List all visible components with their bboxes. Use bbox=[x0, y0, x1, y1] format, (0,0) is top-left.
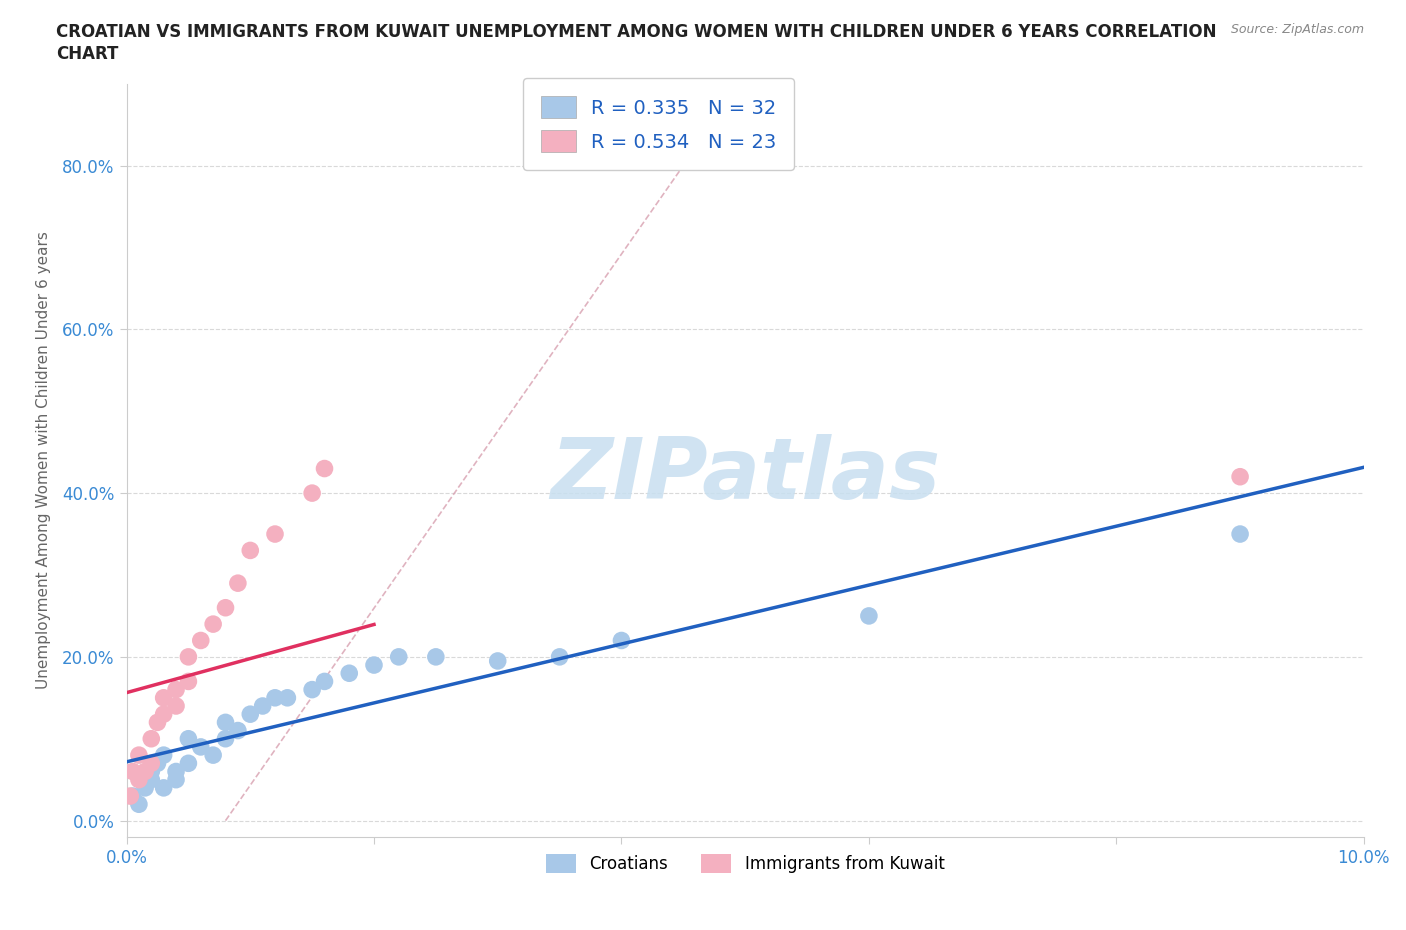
Point bbox=[121, 764, 143, 779]
Point bbox=[152, 748, 174, 763]
Point bbox=[239, 543, 262, 558]
Point bbox=[226, 576, 249, 591]
Point bbox=[141, 764, 163, 779]
Point bbox=[486, 654, 509, 669]
Point bbox=[276, 690, 298, 705]
Point bbox=[120, 789, 142, 804]
Point bbox=[152, 780, 174, 795]
Point bbox=[177, 674, 200, 689]
Point bbox=[146, 715, 169, 730]
Point bbox=[165, 772, 187, 787]
Point bbox=[214, 715, 236, 730]
Point bbox=[1229, 526, 1251, 541]
Text: Source: ZipAtlas.com: Source: ZipAtlas.com bbox=[1230, 23, 1364, 36]
Point bbox=[239, 707, 262, 722]
Point bbox=[165, 683, 187, 698]
Point bbox=[363, 658, 385, 672]
Point bbox=[264, 690, 287, 705]
Point bbox=[141, 756, 163, 771]
Point bbox=[202, 748, 225, 763]
Point bbox=[337, 666, 360, 681]
Point bbox=[388, 649, 411, 664]
Point bbox=[314, 461, 336, 476]
Point bbox=[264, 526, 287, 541]
Point bbox=[314, 674, 336, 689]
Point bbox=[128, 772, 150, 787]
Text: CHART: CHART bbox=[56, 45, 118, 62]
Point bbox=[301, 485, 323, 500]
Point bbox=[128, 797, 150, 812]
Y-axis label: Unemployment Among Women with Children Under 6 years: Unemployment Among Women with Children U… bbox=[37, 232, 51, 689]
Point bbox=[152, 707, 174, 722]
Point bbox=[425, 649, 447, 664]
Point bbox=[165, 698, 187, 713]
Point bbox=[141, 772, 163, 787]
Point bbox=[252, 698, 274, 713]
Point bbox=[214, 731, 236, 746]
Point bbox=[226, 724, 249, 738]
Legend: Croatians, Immigrants from Kuwait: Croatians, Immigrants from Kuwait bbox=[537, 845, 953, 882]
Point bbox=[141, 731, 163, 746]
Point bbox=[301, 683, 323, 698]
Text: ZIPatlas: ZIPatlas bbox=[550, 434, 941, 517]
Point bbox=[152, 690, 174, 705]
Point bbox=[214, 600, 236, 615]
Point bbox=[146, 756, 169, 771]
Point bbox=[202, 617, 225, 631]
Point bbox=[610, 633, 633, 648]
Point bbox=[1229, 470, 1251, 485]
Text: CROATIAN VS IMMIGRANTS FROM KUWAIT UNEMPLOYMENT AMONG WOMEN WITH CHILDREN UNDER : CROATIAN VS IMMIGRANTS FROM KUWAIT UNEMP… bbox=[56, 23, 1216, 41]
Point bbox=[128, 748, 150, 763]
Point bbox=[177, 731, 200, 746]
Point bbox=[177, 756, 200, 771]
Point bbox=[190, 633, 212, 648]
Point bbox=[177, 649, 200, 664]
Point bbox=[134, 780, 156, 795]
Point bbox=[121, 789, 143, 804]
Point bbox=[190, 739, 212, 754]
Point bbox=[858, 608, 880, 623]
Point bbox=[548, 649, 571, 664]
Point bbox=[165, 764, 187, 779]
Point bbox=[134, 764, 156, 779]
